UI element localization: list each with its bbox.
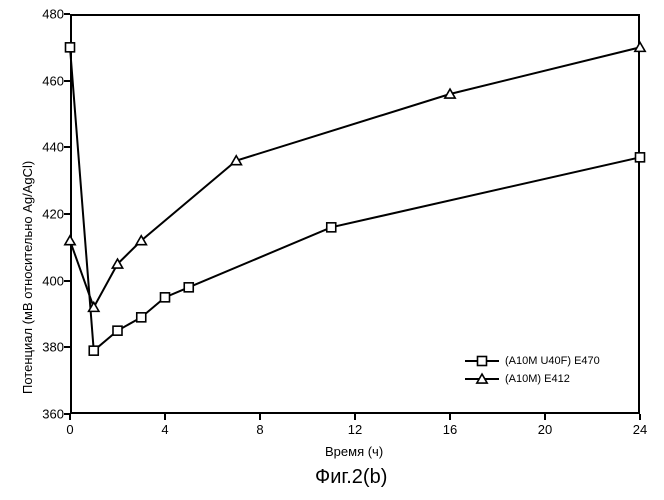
y-axis-label: Потенциал (мВ относительно Ag/AgCl) (20, 161, 35, 394)
square-marker (113, 326, 122, 335)
x-tick (544, 414, 546, 420)
chart-svg (0, 0, 664, 500)
x-tick-label: 12 (348, 422, 362, 437)
x-tick-label: 16 (443, 422, 457, 437)
triangle-marker (65, 236, 75, 245)
x-tick (449, 414, 451, 420)
legend-row: (A10M U40F) E470 (465, 354, 600, 368)
legend-label: (A10M U40F) E470 (505, 355, 600, 367)
x-tick-label: 20 (538, 422, 552, 437)
legend-row: (A10M) E412 (465, 372, 600, 386)
y-tick-label: 380 (36, 340, 64, 355)
square-marker (327, 223, 336, 232)
square-marker (89, 346, 98, 355)
square-marker (137, 313, 146, 322)
y-tick (64, 346, 70, 348)
triangle-marker (635, 42, 645, 51)
square-marker (66, 43, 75, 52)
square-marker (478, 357, 487, 366)
x-tick (69, 414, 71, 420)
x-tick-label: 0 (66, 422, 73, 437)
legend-swatch (465, 354, 499, 368)
y-tick (64, 280, 70, 282)
figure-fig2b: 360 380 400 420 440 460 480 0 4 8 12 16 20 24 Потенц… (0, 0, 664, 500)
square-marker (184, 283, 193, 292)
y-tick (64, 213, 70, 215)
y-tick-label: 480 (36, 7, 64, 22)
x-tick-label: 24 (633, 422, 647, 437)
square-marker (636, 153, 645, 162)
y-tick-label: 460 (36, 73, 64, 88)
legend: (A10M U40F) E470 (A10M) E412 (465, 354, 600, 390)
y-tick-label: 420 (36, 207, 64, 222)
x-tick-label: 8 (256, 422, 263, 437)
x-tick (354, 414, 356, 420)
series-line (70, 47, 640, 350)
y-tick (64, 13, 70, 15)
legend-label: (A10M) E412 (505, 373, 570, 385)
legend-swatch (465, 372, 499, 386)
x-axis-label: Время (ч) (325, 444, 383, 459)
y-tick (64, 80, 70, 82)
y-tick-label: 360 (36, 407, 64, 422)
y-tick-label: 400 (36, 273, 64, 288)
x-tick-label: 4 (161, 422, 168, 437)
y-tick-label: 440 (36, 140, 64, 155)
y-tick (64, 146, 70, 148)
square-marker (161, 293, 170, 302)
x-tick (259, 414, 261, 420)
x-tick (164, 414, 166, 420)
x-tick (639, 414, 641, 420)
figure-caption: Фиг.2(b) (315, 466, 387, 489)
